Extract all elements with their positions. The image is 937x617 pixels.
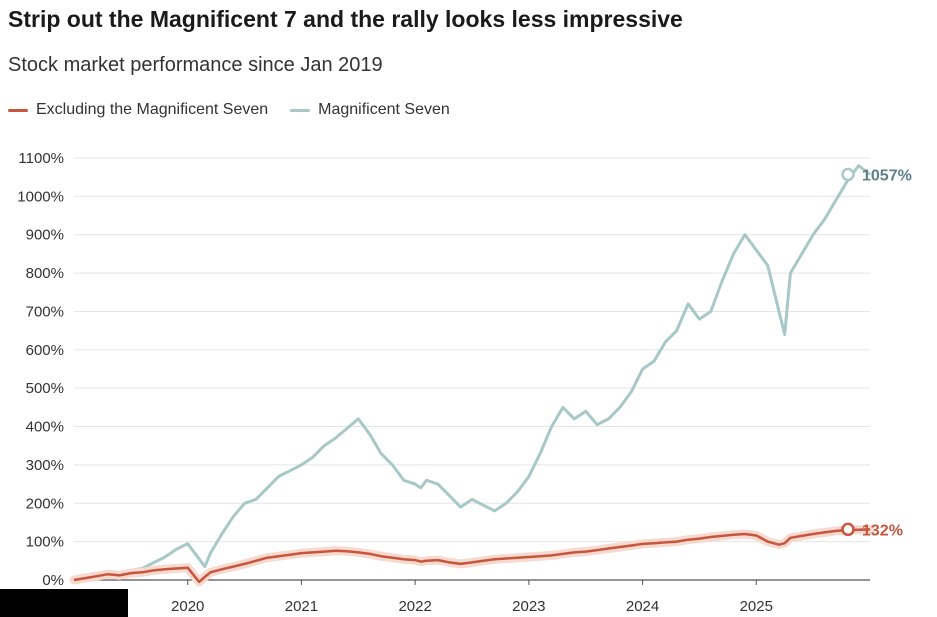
legend-label-excluding: Excluding the Magnificent Seven [36,101,269,118]
x-tick-label: 2022 [398,598,431,615]
chart-title: Strip out the Magnificent 7 and the rall… [8,6,683,32]
y-tick-label: 700% [26,303,64,320]
x-tick-label: 2025 [740,598,773,615]
legend-item-excluding: Excluding the Magnificent Seven [8,101,268,119]
x-tick-label: 2023 [512,598,545,615]
legend-item-mag7: Magnificent Seven [290,101,450,119]
y-tick-label: 0% [42,572,64,589]
end-label-magnificent-seven: 1057% [862,167,912,184]
y-tick-label: 400% [26,419,64,436]
y-tick-label: 1000% [17,188,64,205]
x-tick-label: 2021 [285,598,318,615]
legend-label-mag7: Magnificent Seven [318,101,450,118]
y-tick-label: 200% [26,495,64,512]
legend-swatch-excluding [8,108,28,112]
y-tick-label: 100% [26,534,64,551]
end-marker-magnificent-seven [841,167,855,182]
x-tick-label: 2024 [626,598,659,615]
end-label-excluding: 132% [862,522,903,539]
y-tick-label: 300% [26,457,64,474]
end-marker-excluding [841,522,855,537]
series-line-excluding [73,528,871,584]
y-tick-label: 800% [26,265,64,282]
chart-subtitle: Stock market performance since Jan 2019 [8,54,383,76]
y-tick-label: 500% [26,380,64,397]
x-tick-label: 2020 [171,598,204,615]
redaction-box [0,589,128,617]
y-tick-label: 1100% [18,150,64,167]
legend: Excluding the Magnificent Seven Magnific… [8,101,472,119]
legend-swatch-mag7 [290,108,311,112]
series-line-magnificent-seven [73,164,871,582]
y-tick-label: 900% [26,227,64,244]
y-tick-label: 600% [26,342,64,359]
